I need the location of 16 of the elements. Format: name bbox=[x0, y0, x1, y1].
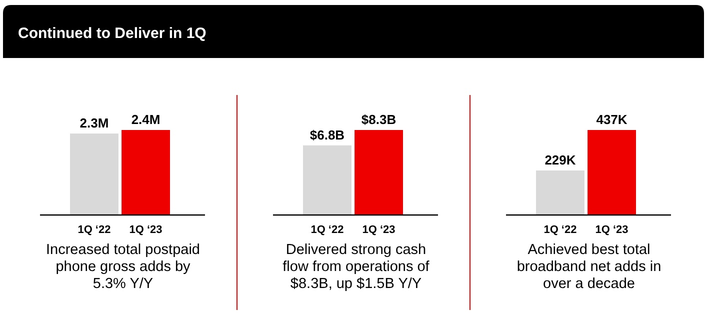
x-tick-label: 1Q ‘22 bbox=[78, 224, 111, 236]
x-tick-label: 1Q ‘22 bbox=[310, 224, 344, 236]
x-tick-label: 1Q ‘22 bbox=[544, 224, 577, 236]
data-label: 229K bbox=[544, 152, 576, 168]
text: Achieved best total broadband net adds in over a decade bbox=[516, 242, 662, 293]
text: Delivered strong cash flow from operations of $8.3B, up $1.5B Y/Y bbox=[282, 242, 430, 293]
x-tick-label: 1Q ‘23 bbox=[595, 224, 628, 236]
data-label: 437K bbox=[596, 112, 628, 127]
x-tick-label: 1Q ‘23 bbox=[362, 224, 396, 236]
data-label: 2.4M bbox=[131, 112, 160, 127]
x-tick-label: 1Q ‘23 bbox=[129, 224, 162, 236]
chart-title: Continued to Deliver in 1Q bbox=[18, 25, 207, 42]
text: Increased total postpaid phone gross adds by 5.3% Y/Y bbox=[45, 242, 201, 293]
data-label: $6.8B bbox=[310, 127, 345, 142]
data-label: $8.3B bbox=[361, 112, 396, 127]
data-label: 2.3M bbox=[80, 116, 109, 131]
